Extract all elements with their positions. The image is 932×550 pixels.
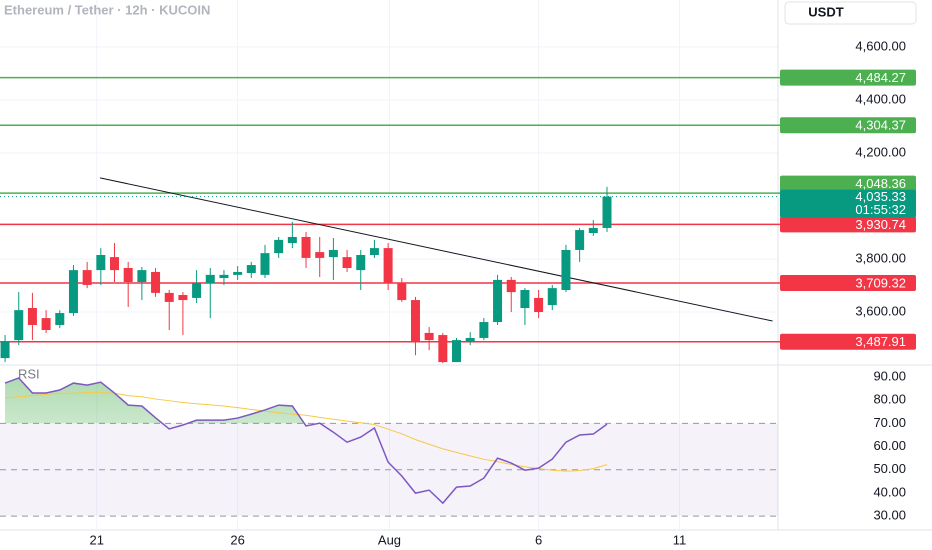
y-tick-label: 70.00 bbox=[873, 415, 906, 430]
level-label: 4,484.27 bbox=[855, 70, 906, 85]
level-badge bbox=[780, 117, 916, 134]
candle-body bbox=[246, 265, 256, 274]
y-tick-label: 3,800.00 bbox=[855, 250, 906, 265]
candle-body bbox=[547, 288, 557, 306]
candle-body bbox=[274, 239, 284, 254]
candle-body bbox=[96, 254, 106, 271]
x-tick-label: Aug bbox=[378, 532, 401, 547]
y-tick-label: 4,400.00 bbox=[855, 91, 906, 106]
candle-body bbox=[287, 236, 297, 244]
candle-body bbox=[438, 335, 448, 363]
currency-label[interactable]: USDT bbox=[808, 4, 843, 19]
level-badge bbox=[780, 275, 916, 292]
candle-body bbox=[520, 289, 530, 309]
x-tick-label: 6 bbox=[535, 532, 542, 547]
chart-header: Ethereum / Tether · 12h · KUCOIN bbox=[4, 2, 210, 17]
level-badge bbox=[780, 175, 916, 192]
level-label: 4,048.36 bbox=[855, 176, 906, 191]
last-price-badge bbox=[780, 189, 916, 218]
candle-body bbox=[151, 271, 161, 293]
candle-body bbox=[27, 308, 37, 325]
trendline bbox=[99, 177, 773, 322]
candle-body bbox=[397, 283, 407, 301]
candle-body bbox=[383, 248, 393, 284]
candle-body bbox=[424, 332, 434, 341]
candle-body bbox=[192, 283, 202, 298]
candle-body bbox=[342, 257, 352, 268]
candle-body bbox=[534, 297, 544, 312]
candle-body bbox=[356, 254, 366, 271]
rsi-line bbox=[4, 377, 608, 505]
candle-body bbox=[14, 310, 24, 341]
last-price-label: 4,035.33 bbox=[855, 189, 906, 204]
rsi-overbought-fill bbox=[5, 377, 607, 424]
rsi-title: RSI bbox=[18, 366, 40, 381]
candle-body bbox=[479, 322, 489, 338]
candle-body bbox=[164, 292, 174, 302]
candle-body bbox=[493, 279, 503, 323]
y-tick-label: 3,600.00 bbox=[855, 303, 906, 318]
candle-body bbox=[219, 274, 229, 279]
candle-body bbox=[178, 295, 188, 301]
y-tick-label: 50.00 bbox=[873, 461, 906, 476]
candle-body bbox=[561, 249, 571, 290]
candle-body bbox=[369, 248, 379, 255]
candle-body bbox=[315, 252, 325, 258]
x-tick-label: 21 bbox=[89, 532, 103, 547]
candle-body bbox=[260, 253, 270, 275]
candle-body bbox=[137, 270, 147, 283]
level-badge bbox=[780, 333, 916, 350]
candle-body bbox=[328, 249, 338, 258]
y-tick-label: 30.00 bbox=[873, 508, 906, 523]
candle-body bbox=[110, 257, 120, 271]
y-tick-label: 4,600.00 bbox=[855, 38, 906, 53]
candle-body bbox=[55, 313, 65, 325]
candle-body bbox=[602, 196, 612, 228]
candle-body bbox=[410, 300, 420, 342]
x-tick-label: 26 bbox=[230, 532, 244, 547]
candle-body bbox=[575, 230, 585, 250]
candle-body bbox=[68, 270, 78, 314]
candle-body bbox=[452, 340, 462, 363]
level-badge bbox=[780, 216, 916, 233]
candle-body bbox=[588, 227, 598, 233]
countdown-label: 01:55:32 bbox=[855, 202, 906, 217]
candle-body bbox=[0, 341, 10, 359]
candle-body bbox=[301, 236, 311, 258]
level-label: 3,709.32 bbox=[855, 275, 906, 290]
candle-body bbox=[41, 318, 51, 331]
y-tick-label: 60.00 bbox=[873, 438, 906, 453]
candle-body bbox=[465, 337, 475, 342]
level-label: 4,304.37 bbox=[855, 118, 906, 133]
level-badge bbox=[780, 69, 916, 86]
candle-body bbox=[233, 271, 243, 275]
y-tick-label: 90.00 bbox=[873, 368, 906, 383]
candle-body bbox=[506, 279, 516, 293]
rsi-line bbox=[5, 392, 608, 472]
level-label: 3,930.74 bbox=[855, 217, 906, 232]
y-tick-label: 4,200.00 bbox=[855, 144, 906, 159]
currency-button[interactable] bbox=[784, 1, 917, 25]
y-tick-label: 80.00 bbox=[873, 392, 906, 407]
candle-body bbox=[123, 267, 133, 283]
candle-body bbox=[82, 270, 92, 285]
y-tick-label: 40.00 bbox=[873, 484, 906, 499]
level-label: 3,487.91 bbox=[855, 334, 906, 349]
x-tick-label: 11 bbox=[673, 532, 687, 547]
candle-body bbox=[205, 274, 215, 284]
